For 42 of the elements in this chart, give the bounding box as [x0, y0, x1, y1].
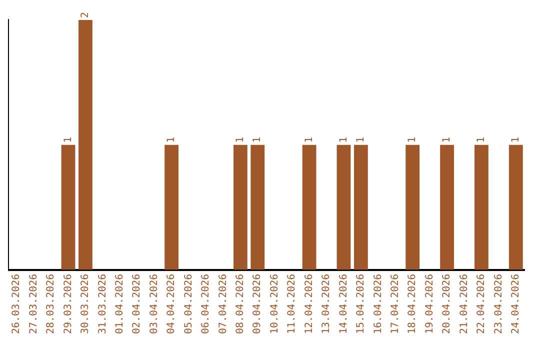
- data-label: 1: [442, 136, 453, 143]
- x-tick-label: 18.04.2026: [407, 274, 418, 334]
- data-label: 1: [356, 136, 367, 143]
- data-label: 1: [252, 136, 264, 143]
- x-tick-label: 27.03.2026: [28, 274, 40, 334]
- data-label: 1: [166, 136, 178, 143]
- x-tick-label: 13.04.2026: [321, 274, 332, 334]
- x-tick-label: 10.04.2026: [269, 274, 280, 334]
- x-tick-label: 09.04.2026: [252, 274, 264, 334]
- x-tick-label: 08.04.2026: [235, 274, 246, 334]
- x-tick-label: 26.03.2026: [11, 274, 22, 334]
- data-label: 1: [235, 136, 246, 143]
- data-label: 1: [304, 136, 315, 143]
- x-tick-label: 15.04.2026: [356, 274, 367, 334]
- x-tick-label: 28.03.2026: [46, 274, 57, 334]
- x-tick-label: 12.04.2026: [304, 274, 315, 334]
- x-tick-label: 29.03.2026: [62, 274, 74, 334]
- x-tick-label: 04.04.2026: [166, 274, 178, 334]
- x-tick-label: 19.04.2026: [424, 274, 436, 334]
- x-tick-label: 22.04.2026: [476, 274, 488, 334]
- x-tick-label: 11.04.2026: [286, 274, 298, 334]
- x-tick-label: 01.04.2026: [114, 274, 126, 334]
- x-tick-label: 07.04.2026: [218, 274, 229, 334]
- x-tick-label: 24.04.2026: [510, 274, 522, 334]
- x-tick-label: 31.03.2026: [97, 274, 108, 334]
- x-tick-label: 21.04.2026: [458, 274, 470, 334]
- data-label: 1: [338, 136, 350, 143]
- x-tick-label: 05.04.2026: [183, 274, 194, 334]
- x-tick-label: 06.04.2026: [200, 274, 212, 334]
- x-tick-label: 03.04.2026: [148, 274, 160, 334]
- data-label: 1: [62, 136, 74, 143]
- x-tick-label: 20.04.2026: [442, 274, 453, 334]
- x-tick-label: 14.04.2026: [338, 274, 350, 334]
- data-label: 2: [80, 12, 92, 18]
- x-tick-label: 23.04.2026: [493, 274, 504, 334]
- data-label: 1: [510, 136, 522, 143]
- x-tick-label: 02.04.2026: [132, 274, 143, 334]
- data-label: 1: [407, 136, 418, 143]
- x-tick-label: 17.04.2026: [390, 274, 401, 334]
- x-tick-label: 30.03.2026: [80, 274, 92, 334]
- x-tick-label: 16.04.2026: [372, 274, 384, 334]
- data-label: 1: [476, 136, 488, 143]
